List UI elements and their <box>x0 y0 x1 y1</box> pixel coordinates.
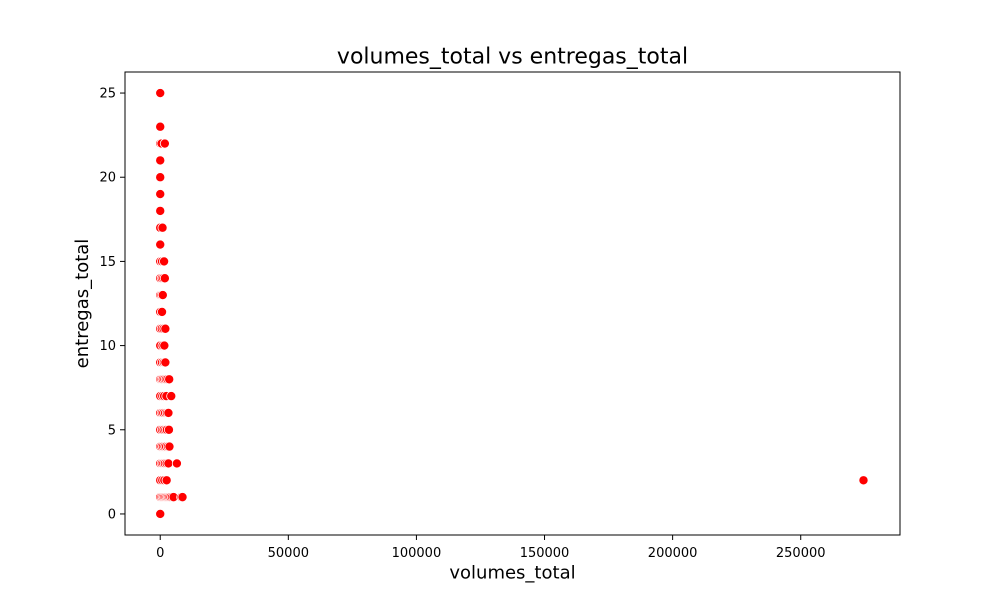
data-point <box>164 441 175 452</box>
data-point <box>159 340 170 351</box>
data-point <box>155 155 166 166</box>
data-point <box>164 374 175 385</box>
data-point <box>177 492 188 503</box>
plot-frame <box>124 71 901 536</box>
x-tick-label: 150000 <box>520 546 570 561</box>
x-axis: 0 50000 100000 150000 200000 250000 <box>156 535 826 561</box>
data-point <box>159 138 170 149</box>
data-point <box>858 475 869 486</box>
data-point <box>159 273 170 284</box>
data-point <box>155 88 166 99</box>
data-point <box>160 323 171 334</box>
data-point <box>160 357 171 368</box>
y-tick-label: 15 <box>99 255 116 270</box>
data-point <box>155 121 166 132</box>
data-point <box>163 424 174 435</box>
data-point <box>157 222 168 233</box>
data-point <box>155 508 166 519</box>
y-tick-label: 25 <box>99 87 116 102</box>
x-tick-label: 100000 <box>392 546 442 561</box>
x-tick-label: 50000 <box>268 546 309 561</box>
data-point <box>166 391 177 402</box>
points-layer <box>155 88 869 519</box>
data-point <box>163 458 174 469</box>
y-tick-label: 5 <box>108 423 116 438</box>
data-point <box>157 290 168 301</box>
chart-title: volumes_total vs entregas_total <box>337 45 688 70</box>
data-point <box>155 239 166 250</box>
x-tick-label: 250000 <box>776 546 826 561</box>
data-point <box>155 189 166 200</box>
x-tick-label: 0 <box>156 546 164 561</box>
data-point <box>163 407 174 418</box>
plot-area <box>124 71 901 536</box>
data-point <box>157 306 168 317</box>
y-tick-label: 20 <box>99 171 116 186</box>
y-axis-label: entregas_total <box>72 239 93 369</box>
y-axis: 0 5 10 15 20 25 <box>99 87 125 522</box>
y-tick-label: 0 <box>108 507 116 522</box>
data-point <box>155 172 166 183</box>
data-point <box>161 475 172 486</box>
x-tick-label: 200000 <box>648 546 698 561</box>
data-point <box>159 256 170 267</box>
data-point <box>155 205 166 216</box>
y-tick-label: 10 <box>99 339 116 354</box>
data-point <box>171 458 182 469</box>
x-axis-label: volumes_total <box>449 563 575 584</box>
